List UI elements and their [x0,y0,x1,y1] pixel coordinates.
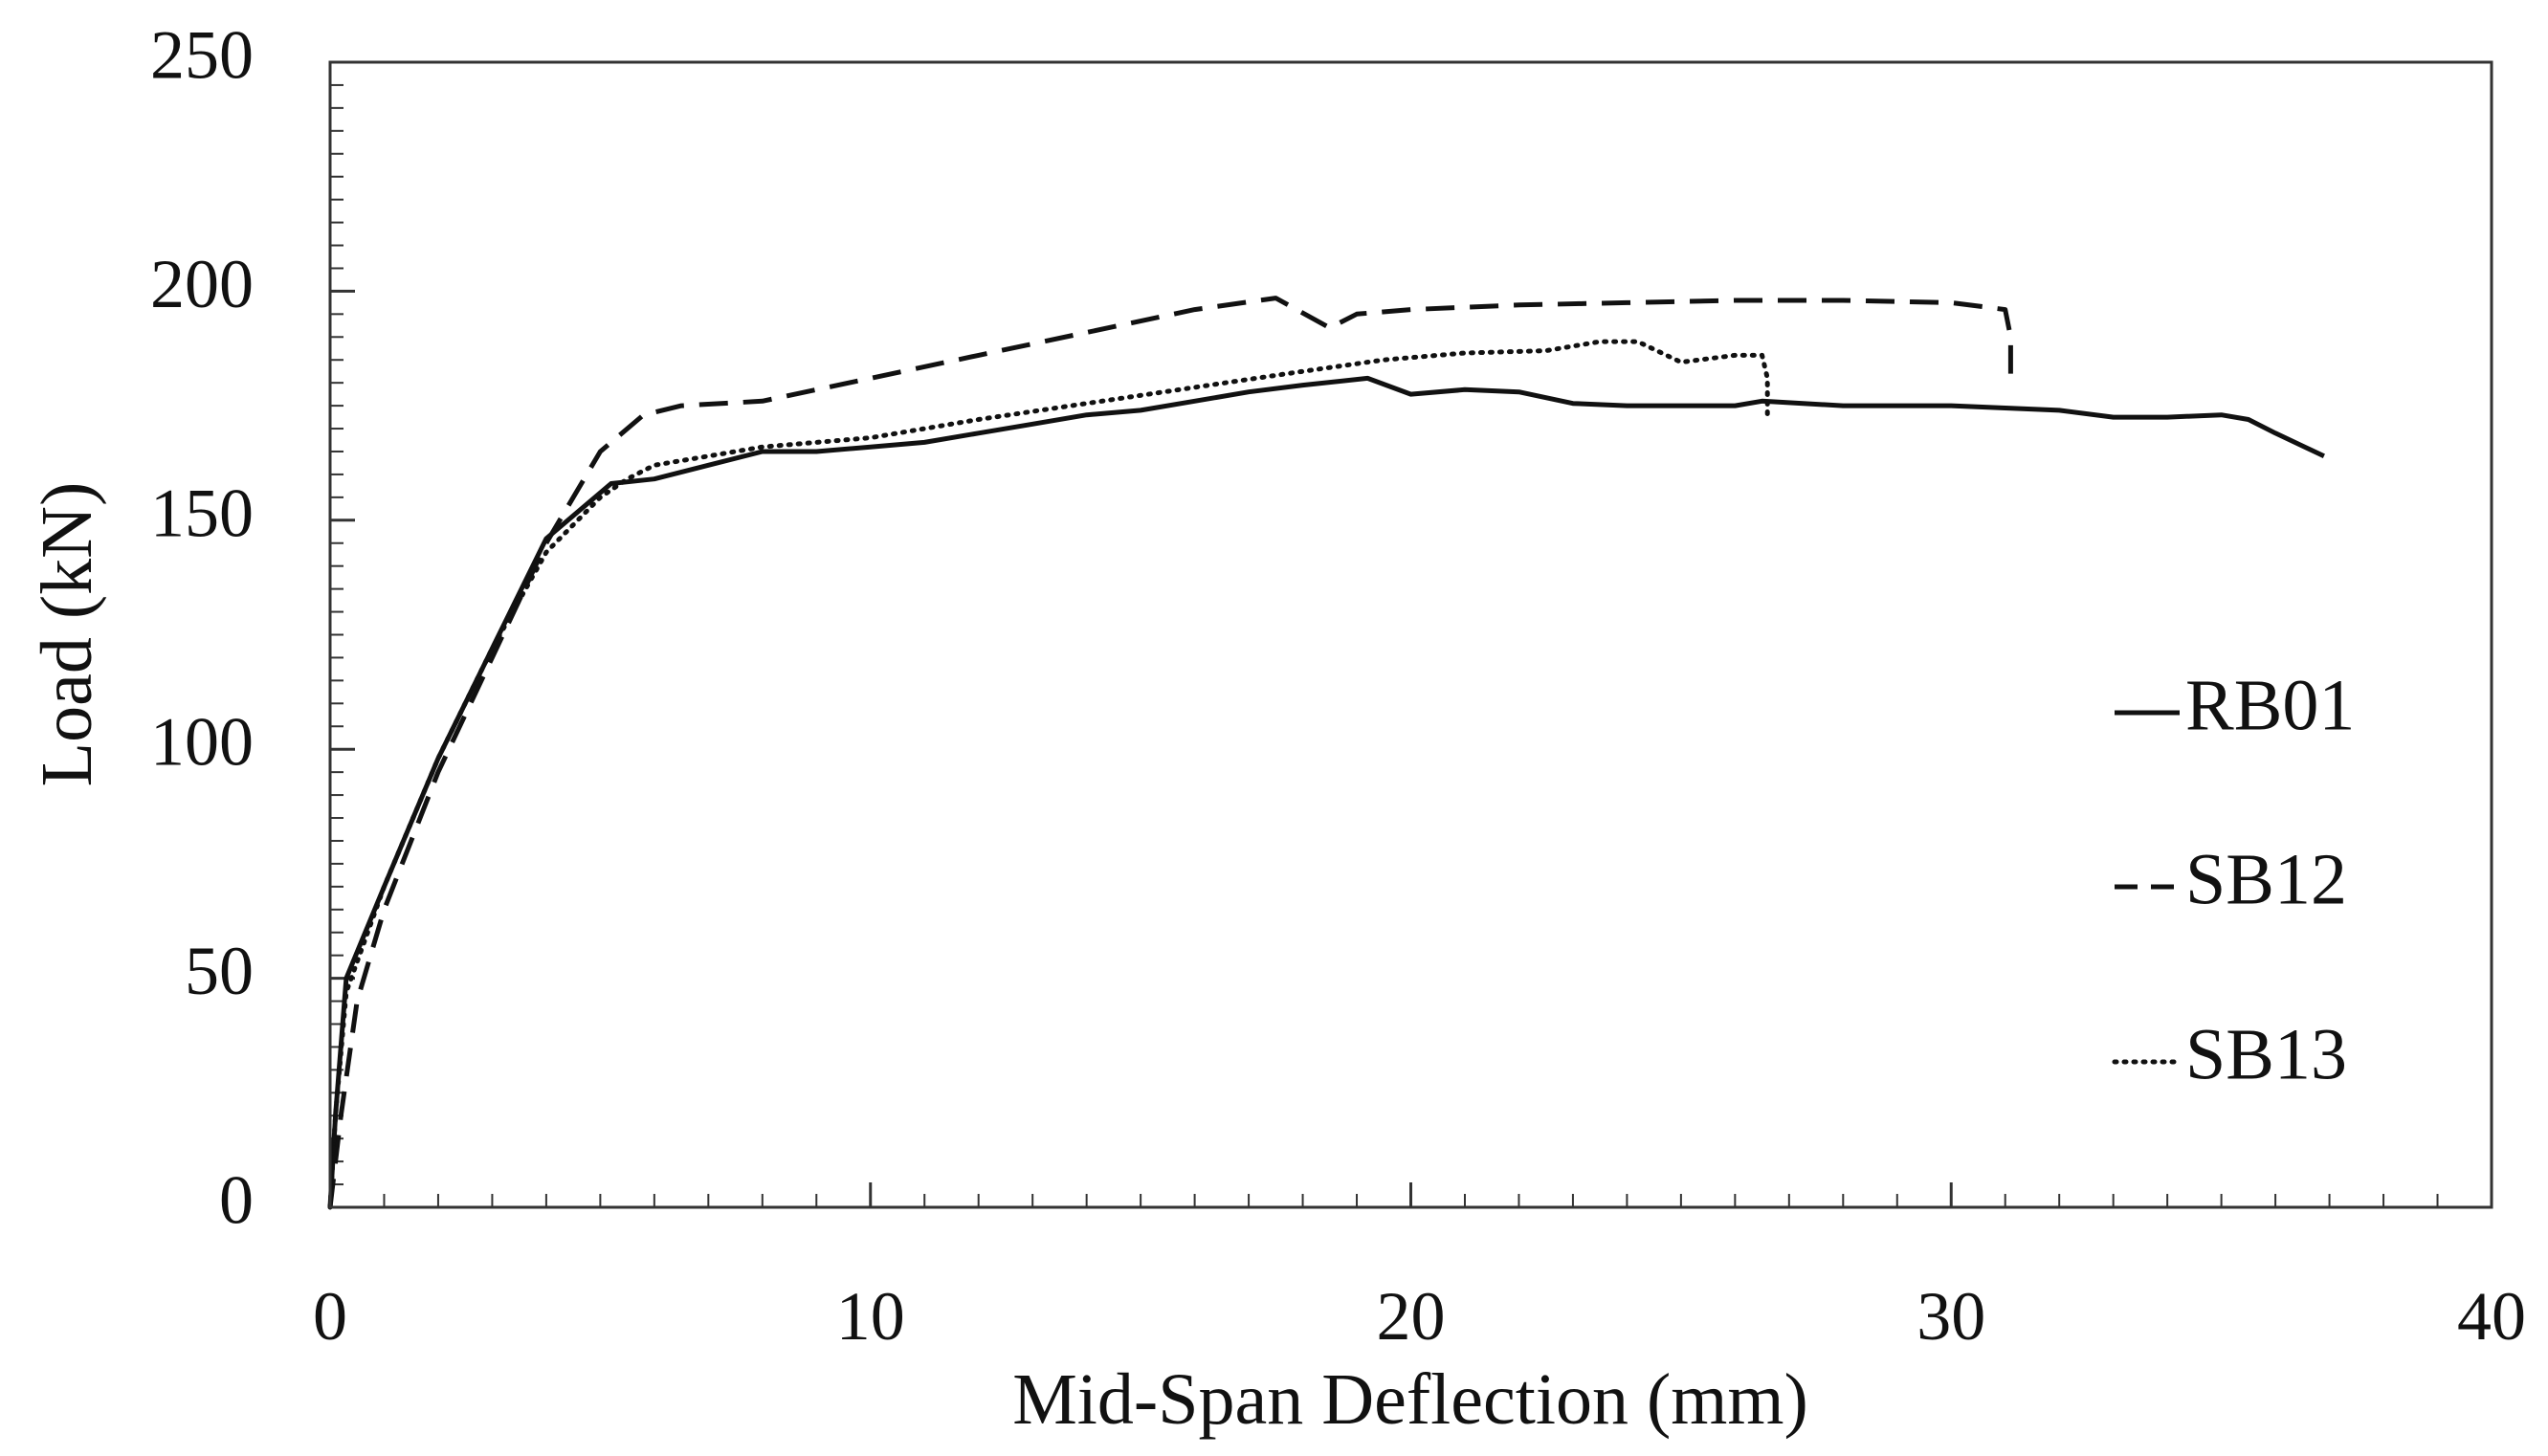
legend-label-sb12: SB12 [2185,839,2347,919]
legend-item-sb13: SB13 [2112,1014,2347,1094]
y-axis-title: Load (kN) [27,482,107,787]
series-line-sb13 [327,339,1770,1210]
x-tick-label-40: 40 [2457,1278,2526,1355]
x-tick-label-0: 0 [313,1278,347,1355]
x-axis-title: Mid-Span Deflection (mm) [1012,1359,1808,1440]
series-line-rb01 [327,375,2325,1208]
y-tick-label-200: 200 [150,246,254,322]
x-tick-label-20: 20 [1377,1278,1446,1355]
y-tick-labels: 0 50 100 150 200 250 [150,17,254,1239]
y-tick-label-50: 50 [185,933,254,1009]
plot-area-frame [328,60,2493,1209]
y-tick-label-250: 250 [150,17,254,94]
legend: RB01 SB12 SB13 [2112,665,2355,1094]
x-tick-labels: 0 10 20 30 40 [313,1278,2526,1355]
y-tick-label-100: 100 [150,704,254,781]
legend-label-sb13: SB13 [2185,1014,2347,1094]
legend-label-rb01: RB01 [2185,665,2355,745]
series-line-sb12 [327,296,2013,1208]
legend-item-rb01: RB01 [2115,665,2355,745]
y-tick-label-150: 150 [150,474,254,551]
series-layer [327,296,2325,1210]
y-tick-label-0: 0 [219,1162,254,1239]
x-tick-label-10: 10 [836,1278,905,1355]
minor-ticks [330,83,2439,1207]
legend-item-sb12: SB12 [2115,839,2347,919]
x-tick-label-30: 30 [1917,1278,1985,1355]
